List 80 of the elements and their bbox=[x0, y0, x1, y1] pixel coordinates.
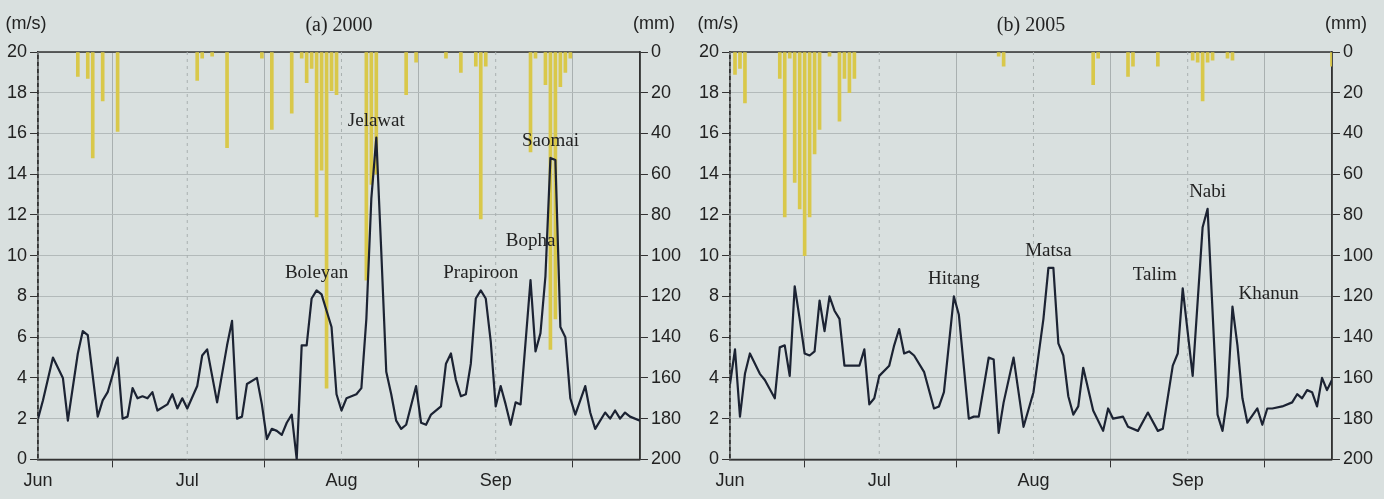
y2-tick-label: 60 bbox=[1342, 163, 1363, 184]
y-tick-label: 0 bbox=[17, 448, 28, 469]
y-tick-label: 20 bbox=[698, 40, 720, 61]
y2-tick-label: 140 bbox=[1342, 326, 1374, 347]
y-tick-label: 18 bbox=[698, 81, 720, 102]
annotation: Talim bbox=[1132, 263, 1177, 285]
y-tick-label: 20 bbox=[6, 40, 28, 61]
x-tick-label: Sep bbox=[479, 470, 512, 491]
y2-axis-title: (mm) bbox=[632, 12, 675, 33]
y-axis-title: (m/s) bbox=[697, 12, 739, 33]
bar bbox=[1156, 52, 1160, 67]
annotation: Nabi bbox=[1189, 179, 1227, 201]
y-tick-label: 8 bbox=[17, 285, 28, 306]
y2-tick-label: 120 bbox=[1342, 285, 1374, 306]
bar bbox=[1190, 52, 1195, 61]
y2-tick-label: 180 bbox=[1342, 407, 1374, 428]
y2-tick-label: 200 bbox=[650, 448, 682, 469]
y2-tick-label: 20 bbox=[650, 81, 671, 102]
x-tick-label: Aug bbox=[325, 470, 358, 491]
y2-tick-label: 40 bbox=[650, 122, 671, 143]
y2-tick-label: 160 bbox=[650, 366, 682, 387]
y-tick-label: 8 bbox=[709, 285, 720, 306]
y-tick-label: 6 bbox=[709, 326, 720, 347]
bar bbox=[459, 52, 463, 73]
y-tick-label: 12 bbox=[698, 203, 720, 224]
x-tick-label: Aug bbox=[1017, 470, 1050, 491]
y-tick-label: 12 bbox=[6, 203, 28, 224]
bar bbox=[414, 52, 418, 63]
annotation: Khanun bbox=[1238, 281, 1300, 303]
annotation: Hitang bbox=[928, 267, 981, 289]
bar bbox=[90, 52, 95, 159]
bar bbox=[1091, 52, 1096, 85]
y-tick-label: 10 bbox=[6, 244, 28, 265]
bar bbox=[444, 52, 448, 59]
annotation: Matsa bbox=[1025, 238, 1073, 260]
y-tick-label: 14 bbox=[6, 163, 28, 184]
y-tick-label: 4 bbox=[17, 366, 28, 387]
y-tick-label: 16 bbox=[698, 122, 720, 143]
y2-tick-label: 40 bbox=[1342, 122, 1363, 143]
y2-tick-label: 0 bbox=[650, 40, 661, 61]
y2-tick-label: 120 bbox=[650, 285, 682, 306]
chart-title: (b) 2005 bbox=[996, 13, 1066, 37]
x-tick-label: Jul bbox=[867, 470, 891, 491]
bar bbox=[289, 52, 294, 114]
y2-tick-label: 80 bbox=[650, 203, 671, 224]
bar bbox=[210, 52, 214, 57]
y-tick-label: 0 bbox=[709, 448, 720, 469]
y-tick-label: 2 bbox=[709, 407, 720, 428]
y2-tick-label: 160 bbox=[1342, 366, 1374, 387]
x-tick-label: Sep bbox=[1171, 470, 1204, 491]
chart-title: (a) 2000 bbox=[305, 13, 373, 37]
y2-tick-label: 0 bbox=[1342, 40, 1353, 61]
y-tick-label: 4 bbox=[709, 366, 720, 387]
x-tick-label: Jun bbox=[23, 470, 53, 491]
y-tick-label: 18 bbox=[6, 81, 28, 102]
y-axis-title: (m/s) bbox=[5, 12, 47, 33]
y2-tick-label: 80 bbox=[1342, 203, 1363, 224]
bar bbox=[100, 52, 105, 102]
y2-tick-label: 100 bbox=[650, 244, 682, 265]
y2-tick-label: 140 bbox=[650, 326, 682, 347]
bar bbox=[404, 52, 408, 96]
y2-tick-label: 100 bbox=[1342, 244, 1374, 265]
x-tick-label: Jun bbox=[715, 470, 745, 491]
bar bbox=[270, 52, 274, 130]
y-tick-label: 2 bbox=[17, 407, 28, 428]
y-tick-label: 6 bbox=[17, 326, 28, 347]
y2-axis-title: (mm) bbox=[1324, 12, 1367, 33]
y2-tick-label: 180 bbox=[650, 407, 682, 428]
y2-tick-label: 60 bbox=[650, 163, 671, 184]
y-tick-label: 14 bbox=[698, 163, 720, 184]
y-tick-label: 16 bbox=[6, 122, 28, 143]
bar bbox=[260, 52, 264, 59]
bar bbox=[75, 52, 80, 77]
x-tick-label: Jul bbox=[175, 470, 199, 491]
bar bbox=[225, 52, 229, 149]
bar bbox=[195, 52, 200, 81]
annotation: Prapiroon bbox=[443, 261, 519, 283]
y2-tick-label: 200 bbox=[1342, 448, 1374, 469]
y2-tick-label: 20 bbox=[1342, 81, 1363, 102]
y-tick-label: 10 bbox=[698, 244, 720, 265]
